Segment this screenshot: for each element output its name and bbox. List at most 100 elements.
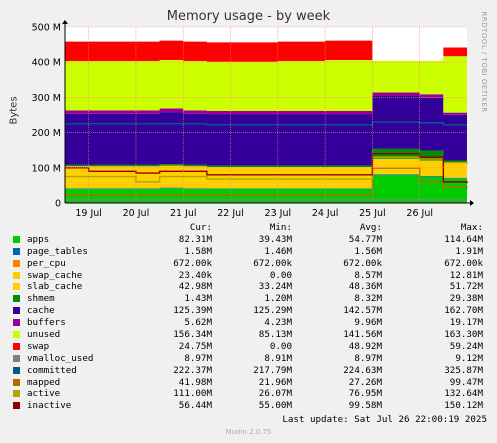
legend-name: vmalloc_used — [27, 352, 94, 364]
legend-min: 1.46M — [264, 245, 292, 257]
legend-max: 672.00k — [444, 257, 483, 269]
legend-row-unused: unused 156.34M 85.13M 141.56M 163.30M — [10, 329, 490, 341]
x-tick-label: 24 Jul — [312, 208, 339, 219]
x-tick-label: 19 Jul — [75, 208, 102, 219]
header-max: Max: — [460, 222, 483, 233]
legend-min: 85.13M — [258, 329, 292, 341]
line-mapped — [65, 167, 468, 196]
legend-cur: 41.98M — [178, 376, 212, 388]
legend-min: 33.24M — [258, 281, 292, 293]
legend-table: Cur: Min: Avg: Max: apps 82.31M 39.43M 54.7… — [10, 222, 490, 412]
y-tick-label: 300 M — [32, 93, 61, 104]
legend-cur: 1.43M — [184, 293, 212, 305]
legend-max: 59.24M — [449, 340, 483, 352]
legend-swatch — [13, 235, 20, 243]
legend-min: 217.79M — [253, 364, 292, 376]
legend-row-buffers: buffers 5.62M 4.23M 9.96M 19.17M — [10, 317, 490, 329]
legend-name: shmem — [27, 293, 55, 305]
area-unused — [65, 56, 467, 113]
y-tick-label: 500 M — [32, 23, 61, 34]
area-cache — [65, 96, 467, 166]
legend-min: 21.96M — [258, 376, 292, 388]
legend-swatch — [13, 402, 20, 410]
legend-min: 125.29M — [253, 305, 292, 317]
legend-min: 0.00 — [269, 269, 292, 281]
munin-version: Munin 2.0.75 — [225, 428, 272, 436]
legend-swatch — [13, 378, 20, 386]
last-update: Last update: Sat Jul 26 22:00:19 2025 — [282, 414, 487, 425]
legend-min: 4.23M — [264, 317, 292, 329]
legend-name: cache — [27, 305, 55, 317]
legend-name: committed — [27, 364, 77, 376]
legend-avg: 9.96M — [354, 317, 382, 329]
legend-avg: 224.63M — [343, 364, 382, 376]
y-tick-label: 400 M — [32, 58, 61, 69]
legend-row-slab-cache: slab_cache 42.98M 33.24M 48.36M 51.72M — [10, 281, 490, 293]
legend-avg: 141.56M — [343, 329, 382, 341]
legend-max: 163.30M — [444, 329, 483, 341]
legend-cur: 82.31M — [178, 233, 212, 245]
legend-swatch — [13, 271, 20, 279]
legend-max: 150.12M — [444, 400, 483, 412]
x-tick-label: 23 Jul — [265, 208, 292, 219]
legend-min: 672.00k — [253, 257, 292, 269]
legend-swatch — [13, 354, 20, 362]
legend-row-mapped: mapped 41.98M 21.96M 27.26M 99.47M — [10, 377, 490, 389]
legend-swatch — [13, 331, 20, 339]
legend-header: Cur: Min: Avg: Max: — [10, 222, 490, 234]
legend-row-active: active 111.00M 26.07M 76.95M 132.64M — [10, 388, 490, 400]
legend-min: 0.00 — [269, 340, 292, 352]
line-committed — [65, 121, 467, 126]
legend-name: unused — [27, 329, 61, 341]
legend-max: 1.91M — [455, 245, 483, 257]
legend-avg: 8.97M — [354, 352, 382, 364]
legend-max: 132.64M — [444, 388, 483, 400]
legend-min: 55.00M — [258, 400, 292, 412]
legend-avg: 142.57M — [343, 305, 382, 317]
legend-name: per_cpu — [27, 257, 66, 269]
legend-max: 9.12M — [455, 352, 483, 364]
legend-row-cache: cache 125.39M 125.29M 142.57M 162.70M — [10, 305, 490, 317]
legend-cur: 24.75M — [178, 340, 212, 352]
legend-row-swap-cache: swap_cache 23.40k 0.00 8.57M 12.81M — [10, 270, 490, 282]
legend-cur: 23.40k — [178, 269, 212, 281]
legend-max: 325.87M — [444, 364, 483, 376]
legend-swatch — [13, 390, 20, 398]
legend-cur: 672.00k — [173, 257, 212, 269]
x-tick-label: 25 Jul — [359, 208, 386, 219]
header-avg: Avg: — [359, 222, 382, 233]
legend-swatch — [13, 366, 20, 374]
legend-avg: 76.95M — [348, 388, 382, 400]
legend-swatch — [13, 247, 20, 255]
legend-swatch — [13, 259, 20, 267]
legend-max: 51.72M — [449, 281, 483, 293]
legend-row-shmem: shmem 1.43M 1.20M 8.32M 29.38M — [10, 293, 490, 305]
legend-max: 114.64M — [444, 233, 483, 245]
legend-min: 1.20M — [264, 293, 292, 305]
legend-cur: 5.62M — [184, 317, 212, 329]
legend-swatch — [13, 342, 20, 350]
legend-row-inactive: inactive 56.44M 55.00M 99.58M 150.12M — [10, 400, 490, 412]
area-buffers — [65, 92, 467, 115]
legend-swatch — [13, 295, 20, 303]
legend-name: page_tables — [27, 245, 88, 257]
legend-cur: 222.37M — [173, 364, 212, 376]
legend-avg: 48.36M — [348, 281, 382, 293]
legend-cur: 156.34M — [173, 329, 212, 341]
legend-name: mapped — [27, 376, 61, 388]
legend-name: inactive — [27, 400, 72, 412]
legend-cur: 111.00M — [173, 388, 212, 400]
legend-name: swap_cache — [27, 269, 83, 281]
legend-max: 12.81M — [449, 269, 483, 281]
legend-row-page-tables: page_tables 1.58M 1.46M 1.56M 1.91M — [10, 246, 490, 258]
legend-max: 29.38M — [449, 293, 483, 305]
legend-avg: 27.26M — [348, 376, 382, 388]
legend-avg: 54.77M — [348, 233, 382, 245]
legend-avg: 8.57M — [354, 269, 382, 281]
legend-name: apps — [27, 233, 50, 245]
legend-swatch — [13, 283, 20, 291]
x-tick-label: 26 Jul — [406, 208, 433, 219]
x-tick-label: 21 Jul — [170, 208, 197, 219]
legend-cur: 125.39M — [173, 305, 212, 317]
